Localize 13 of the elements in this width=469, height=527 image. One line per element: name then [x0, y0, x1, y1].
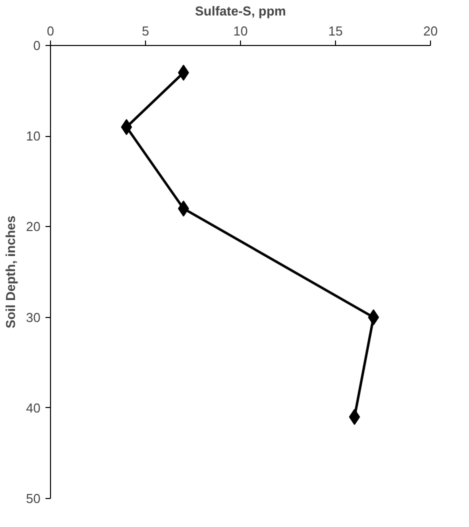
y-tick-label: 0 — [33, 38, 41, 53]
y-tick-label: 40 — [26, 400, 41, 416]
x-axis-title: Sulfate-S, ppm — [194, 4, 286, 18]
y-axis-title: Soil Depth, inches — [3, 216, 18, 328]
y-tick-label: 20 — [26, 219, 41, 234]
x-tick-label: 15 — [328, 24, 343, 38]
x-tick-label: 20 — [423, 24, 438, 38]
y-tick-label: 10 — [26, 128, 41, 144]
x-tick-label: 10 — [233, 24, 248, 38]
x-tick-label: 5 — [142, 24, 150, 38]
x-tick-label: 0 — [46, 24, 54, 38]
y-tick-label: 50 — [26, 491, 41, 506]
y-tick-label: 30 — [26, 310, 41, 325]
